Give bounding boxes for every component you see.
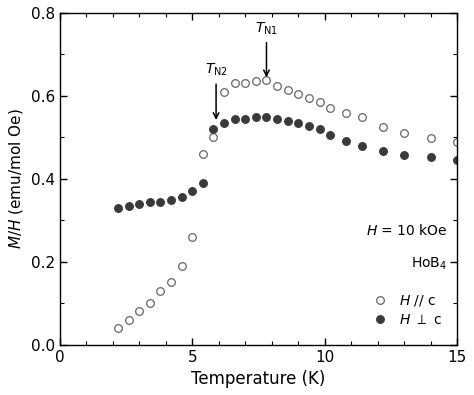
Text: $T_{\rm N2}$: $T_{\rm N2}$ [205, 62, 228, 78]
X-axis label: Temperature (K): Temperature (K) [191, 370, 326, 388]
Text: $T_{\rm N1}$: $T_{\rm N1}$ [255, 20, 278, 37]
Legend: $H$ // c, $H$ $\perp$ c: $H$ // c, $H$ $\perp$ c [362, 289, 447, 331]
Y-axis label: $M$/$H$ (emu/mol Oe): $M$/$H$ (emu/mol Oe) [7, 108, 25, 249]
Text: $H$ = 10 kOe: $H$ = 10 kOe [366, 224, 447, 239]
Text: HoB$_4$: HoB$_4$ [411, 255, 447, 272]
